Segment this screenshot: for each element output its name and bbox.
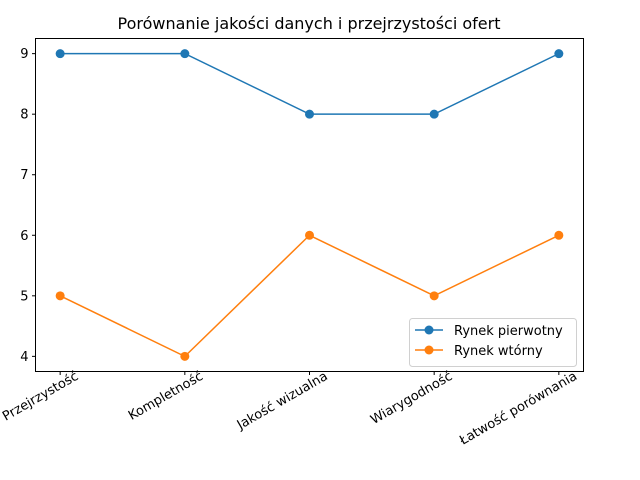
x-tick-label: Wiarygodność [368,369,455,428]
data-point-marker [305,230,314,240]
data-point-marker [554,230,564,240]
data-point-marker [429,109,439,119]
y-tick-label: 8 [20,108,28,123]
chart-title: Porównanie jakości danych i przejrzystoś… [118,14,501,33]
data-point-marker [55,49,65,59]
data-point-marker [305,109,314,119]
y-tick-label: 9 [20,47,28,62]
x-tick-label: Jakość wizualna [234,369,331,433]
y-axis: 4 5 6 7 8 9 [20,47,36,365]
y-tick-label: 6 [20,229,28,244]
data-point-marker [55,291,65,301]
data-point-marker [180,351,190,361]
x-tick-label: Łatwość porównania [456,369,579,449]
data-point-marker [554,49,564,59]
legend-marker-1 [424,325,434,335]
series-line [60,52,560,115]
y-tick-label: 7 [20,168,28,183]
legend-marker-2 [424,345,434,355]
x-tick-label: Przejrzystość [0,369,81,424]
legend-label-rynek-wtorny: Rynek wtórny [454,344,543,359]
legend: Rynek pierwotny Rynek wtórny [409,318,577,367]
data-point-marker [429,291,439,301]
y-tick-label: 4 [20,350,28,365]
plot-series [55,49,564,361]
legend-box [409,318,577,367]
legend-label-rynek-pierwotny: Rynek pierwotny [454,324,563,339]
data-point-marker [180,49,190,59]
y-tick-label: 5 [20,289,28,304]
x-axis: Przejrzystość Kompletność Jakość wizualna W… [0,369,580,449]
x-tick-label: Kompletność [126,369,206,424]
